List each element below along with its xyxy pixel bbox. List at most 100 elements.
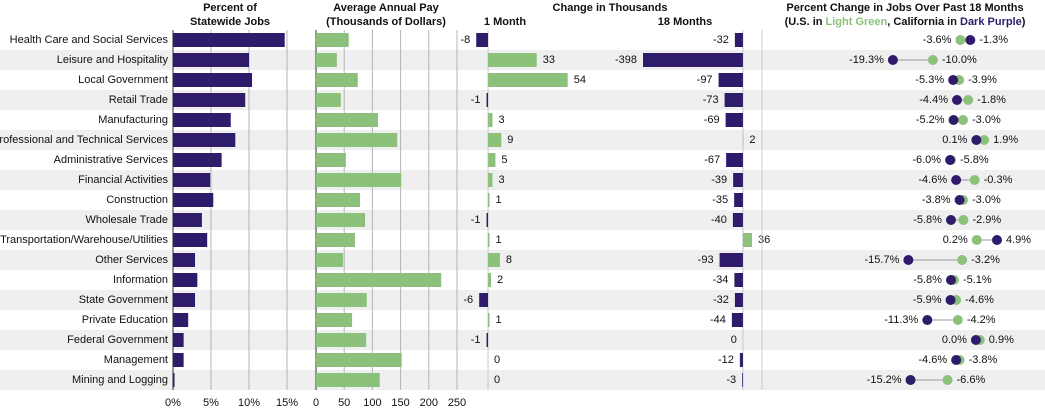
value-label: 4.9% — [1006, 234, 1031, 246]
category-label: Management — [104, 354, 168, 366]
x-tick-label: 10% — [238, 397, 260, 409]
value-label: -15.2% — [867, 374, 902, 386]
value-label: 0 — [731, 334, 737, 346]
category-label: Local Government — [78, 74, 168, 86]
bar — [739, 353, 743, 367]
row-stripe — [0, 130, 1045, 150]
subtitle-part: Dark Purple — [960, 16, 1022, 28]
category-label: Professional and Technical Services — [0, 134, 168, 146]
bar — [173, 373, 175, 387]
dot — [951, 355, 962, 365]
group-title: Change in Thousands — [553, 2, 668, 14]
panel-title: (Thousands of Dollars) — [326, 16, 446, 28]
value-label: 0 — [494, 374, 500, 386]
bar — [486, 333, 489, 347]
bar — [173, 73, 253, 87]
dot — [945, 275, 956, 285]
value-label: 3 — [498, 114, 504, 126]
bar — [173, 53, 249, 67]
bar — [488, 73, 568, 87]
value-label: 0.2% — [943, 234, 968, 246]
value-label: -5.8% — [913, 274, 942, 286]
bar — [486, 213, 489, 227]
row-stripe — [0, 290, 1045, 310]
value-label: -73 — [703, 94, 719, 106]
value-label: 0.1% — [942, 134, 967, 146]
dot — [951, 175, 962, 185]
dot — [957, 255, 968, 265]
x-tick-label: 15% — [276, 397, 298, 409]
category-label: Financial Activities — [78, 174, 168, 186]
bar — [316, 333, 367, 347]
bar — [316, 173, 402, 187]
x-tick-label: 0% — [165, 397, 181, 409]
bar — [316, 293, 367, 307]
value-label: 9 — [507, 134, 513, 146]
bar — [173, 153, 222, 167]
bar — [733, 173, 743, 187]
bar — [726, 153, 743, 167]
value-label: 54 — [574, 74, 586, 86]
bar — [316, 373, 380, 387]
value-label: 8 — [506, 254, 512, 266]
bar — [718, 73, 743, 87]
bar — [724, 93, 743, 107]
dot — [958, 115, 969, 125]
value-label: -1 — [471, 94, 481, 106]
bar — [734, 273, 743, 287]
value-label: -67 — [704, 154, 720, 166]
row-stripe — [0, 90, 1045, 110]
category-label: Federal Government — [67, 334, 168, 346]
value-label: -69 — [704, 114, 720, 126]
panel-subtitle: (U.S. in Light Green, California in Dark… — [785, 16, 1026, 28]
category-label: State Government — [79, 294, 168, 306]
bar — [488, 153, 496, 167]
x-tick-label: 150 — [391, 397, 409, 409]
bar — [488, 53, 537, 67]
bar — [316, 33, 349, 47]
dot — [887, 55, 898, 65]
bar — [316, 193, 360, 207]
category-label: Wholesale Trade — [85, 214, 168, 226]
bar — [734, 293, 743, 307]
value-label: -8 — [460, 34, 470, 46]
dot — [905, 375, 916, 385]
dot — [965, 35, 976, 45]
value-label: -6.0% — [912, 154, 941, 166]
bar — [734, 193, 743, 207]
bar — [316, 113, 379, 127]
value-label: -1.8% — [977, 94, 1006, 106]
subtitle-part: ) — [1022, 16, 1026, 28]
bar — [488, 113, 493, 127]
value-label: -32 — [713, 34, 729, 46]
dot — [958, 215, 969, 225]
value-label: -4.6% — [965, 294, 994, 306]
value-label: -3.8% — [969, 354, 998, 366]
category-label: Construction — [106, 194, 168, 206]
bar — [316, 53, 337, 67]
value-label: -4.6% — [918, 174, 947, 186]
value-label: -6.6% — [957, 374, 986, 386]
value-label: -1 — [471, 214, 481, 226]
dot — [952, 315, 963, 325]
panel-title: Percent of — [203, 2, 257, 14]
value-label: 3 — [498, 174, 504, 186]
bar — [316, 93, 341, 107]
value-label: 1.9% — [993, 134, 1018, 146]
subtitle-part: Light Green — [826, 16, 888, 28]
value-label: -3.0% — [972, 114, 1001, 126]
bar — [316, 233, 355, 247]
value-label: 2 — [497, 274, 503, 286]
row-stripe — [0, 170, 1045, 190]
x-tick-label: 5% — [203, 397, 219, 409]
bar — [488, 133, 502, 147]
bar — [488, 253, 500, 267]
dot — [948, 115, 959, 125]
row-stripe — [0, 330, 1045, 350]
value-label: -5.3% — [915, 74, 944, 86]
value-label: -3.0% — [972, 194, 1001, 206]
value-label: -0.3% — [984, 174, 1013, 186]
bar — [173, 333, 184, 347]
panel-title: Average Annual Pay — [333, 2, 439, 14]
bar — [731, 313, 743, 327]
